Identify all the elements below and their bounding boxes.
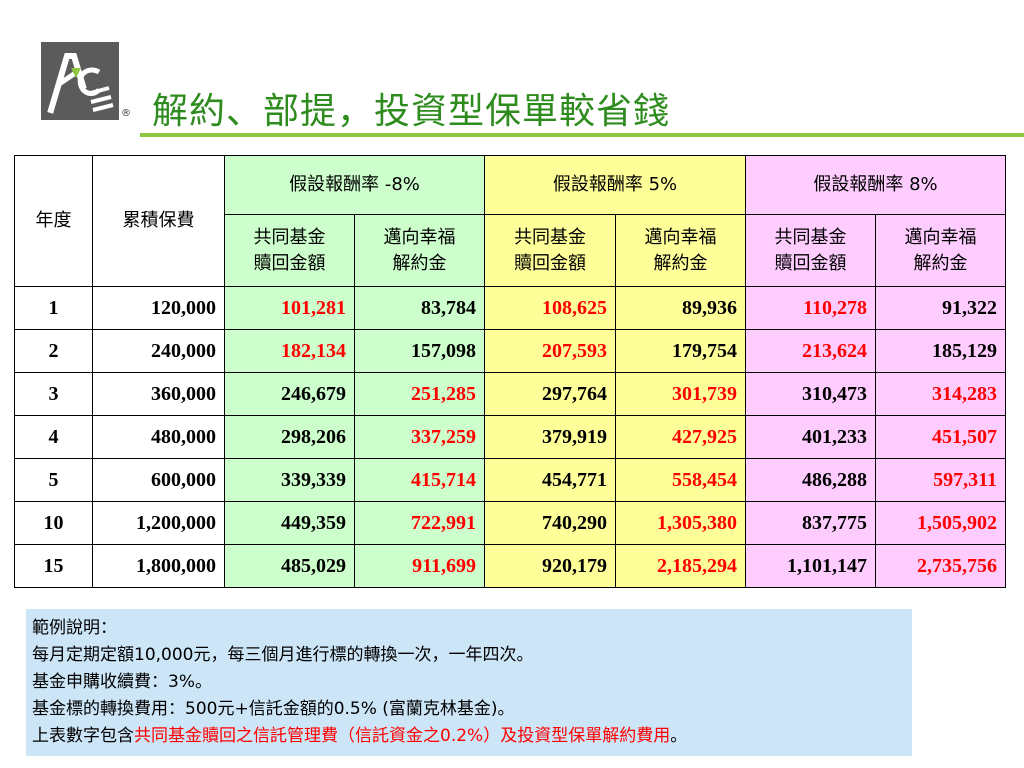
year-cell: 10	[14, 501, 93, 545]
value-cell: 179,754	[615, 329, 746, 373]
value-cell: 213,624	[745, 329, 876, 373]
table-row: 10 1,200,000 449,359 722,991 740,290 1,3…	[14, 501, 1006, 545]
value-cell: 297,764	[484, 372, 616, 416]
subheader-fund-redemption: 共同基金 贖回金額	[224, 214, 355, 287]
value-cell: 2,735,756	[875, 544, 1006, 588]
subheader-policy-surrender: 邁向幸福 解約金	[875, 214, 1006, 287]
premium-cell: 120,000	[92, 286, 225, 330]
value-cell: 246,679	[224, 372, 355, 416]
value-cell: 451,507	[875, 415, 1006, 459]
value-cell: 558,454	[615, 458, 746, 502]
header-year: 年度	[14, 155, 93, 287]
premium-cell: 1,200,000	[92, 501, 225, 545]
year-cell: 4	[14, 415, 93, 459]
value-cell: 740,290	[484, 501, 616, 545]
premium-cell: 600,000	[92, 458, 225, 502]
notes-line-suffix: 。	[670, 726, 688, 746]
header-return-5: 假設報酬率 5%	[484, 155, 746, 215]
title-underline	[140, 133, 1024, 137]
value-cell: 920,179	[484, 544, 616, 588]
notes-line: 每月定期定額10,000元，每三個月進行標的轉換一次，一年四次。	[32, 645, 534, 665]
table-row: 2 240,000 182,134 157,098 207,593 179,75…	[14, 329, 1006, 373]
value-cell: 486,288	[745, 458, 876, 502]
notes-line: 上表數字包含共同基金贖回之信託管理費（信託資金之0.2%）及投資型保單解約費用。	[32, 723, 906, 750]
value-cell: 1,101,147	[745, 544, 876, 588]
value-cell: 454,771	[484, 458, 616, 502]
value-cell: 207,593	[484, 329, 616, 373]
table-row: 15 1,800,000 485,029 911,699 920,179 2,1…	[14, 544, 1006, 588]
value-cell: 911,699	[354, 544, 485, 588]
value-cell: 108,625	[484, 286, 616, 330]
value-cell: 837,775	[745, 501, 876, 545]
value-cell: 339,339	[224, 458, 355, 502]
value-cell: 301,739	[615, 372, 746, 416]
value-cell: 89,936	[615, 286, 746, 330]
value-cell: 722,991	[354, 501, 485, 545]
value-cell: 314,283	[875, 372, 1006, 416]
value-cell: 110,278	[745, 286, 876, 330]
ace-logo	[41, 42, 119, 120]
subheader-policy-surrender: 邁向幸福 解約金	[354, 214, 485, 287]
notes-line: 基金申購收續費：3%。	[32, 672, 212, 692]
premium-cell: 240,000	[92, 329, 225, 373]
value-cell: 83,784	[354, 286, 485, 330]
value-cell: 1,305,380	[615, 501, 746, 545]
notes-heading: 範例說明：	[32, 618, 117, 638]
value-cell: 2,185,294	[615, 544, 746, 588]
year-cell: 3	[14, 372, 93, 416]
value-cell: 427,925	[615, 415, 746, 459]
value-cell: 449,359	[224, 501, 355, 545]
value-cell: 251,285	[354, 372, 485, 416]
notes-highlight: 共同基金贖回之信託管理費（信託資金之0.2%）及投資型保單解約費用	[134, 726, 671, 746]
registered-mark: ®	[121, 108, 131, 119]
year-cell: 15	[14, 544, 93, 588]
value-cell: 185,129	[875, 329, 1006, 373]
example-notes-box: 範例說明： 每月定期定額10,000元，每三個月進行標的轉換一次，一年四次。 基…	[26, 609, 912, 756]
value-cell: 310,473	[745, 372, 876, 416]
value-cell: 101,281	[224, 286, 355, 330]
table-row: 1 120,000 101,281 83,784 108,625 89,936 …	[14, 286, 1006, 330]
comparison-table: 年度 累積保費 假設報酬率 -8% 假設報酬率 5% 假設報酬率 8% 共同基金…	[14, 155, 1006, 588]
table-row: 4 480,000 298,206 337,259 379,919 427,92…	[14, 415, 1006, 459]
subheader-fund-redemption: 共同基金 贖回金額	[484, 214, 616, 287]
notes-line: 基金標的轉換費用：500元+信託金額的0.5% (富蘭克林基金)。	[32, 699, 515, 719]
value-cell: 182,134	[224, 329, 355, 373]
premium-cell: 1,800,000	[92, 544, 225, 588]
table-row: 5 600,000 339,339 415,714 454,771 558,45…	[14, 458, 1006, 502]
header-premium: 累積保費	[92, 155, 225, 287]
table-row: 3 360,000 246,679 251,285 297,764 301,73…	[14, 372, 1006, 416]
subheader-policy-surrender: 邁向幸福 解約金	[615, 214, 746, 287]
notes-line-prefix: 上表數字包含	[32, 726, 134, 746]
year-cell: 1	[14, 286, 93, 330]
header-return-8: 假設報酬率 8%	[745, 155, 1006, 215]
premium-cell: 480,000	[92, 415, 225, 459]
year-cell: 5	[14, 458, 93, 502]
value-cell: 379,919	[484, 415, 616, 459]
value-cell: 157,098	[354, 329, 485, 373]
page-title: 解約、部提，投資型保單較省錢	[152, 91, 671, 132]
year-cell: 2	[14, 329, 93, 373]
value-cell: 485,029	[224, 544, 355, 588]
value-cell: 415,714	[354, 458, 485, 502]
premium-cell: 360,000	[92, 372, 225, 416]
header-return-minus8: 假設報酬率 -8%	[224, 155, 485, 215]
value-cell: 597,311	[875, 458, 1006, 502]
value-cell: 401,233	[745, 415, 876, 459]
value-cell: 337,259	[354, 415, 485, 459]
subheader-fund-redemption: 共同基金 贖回金額	[745, 214, 876, 287]
value-cell: 91,322	[875, 286, 1006, 330]
value-cell: 298,206	[224, 415, 355, 459]
value-cell: 1,505,902	[875, 501, 1006, 545]
